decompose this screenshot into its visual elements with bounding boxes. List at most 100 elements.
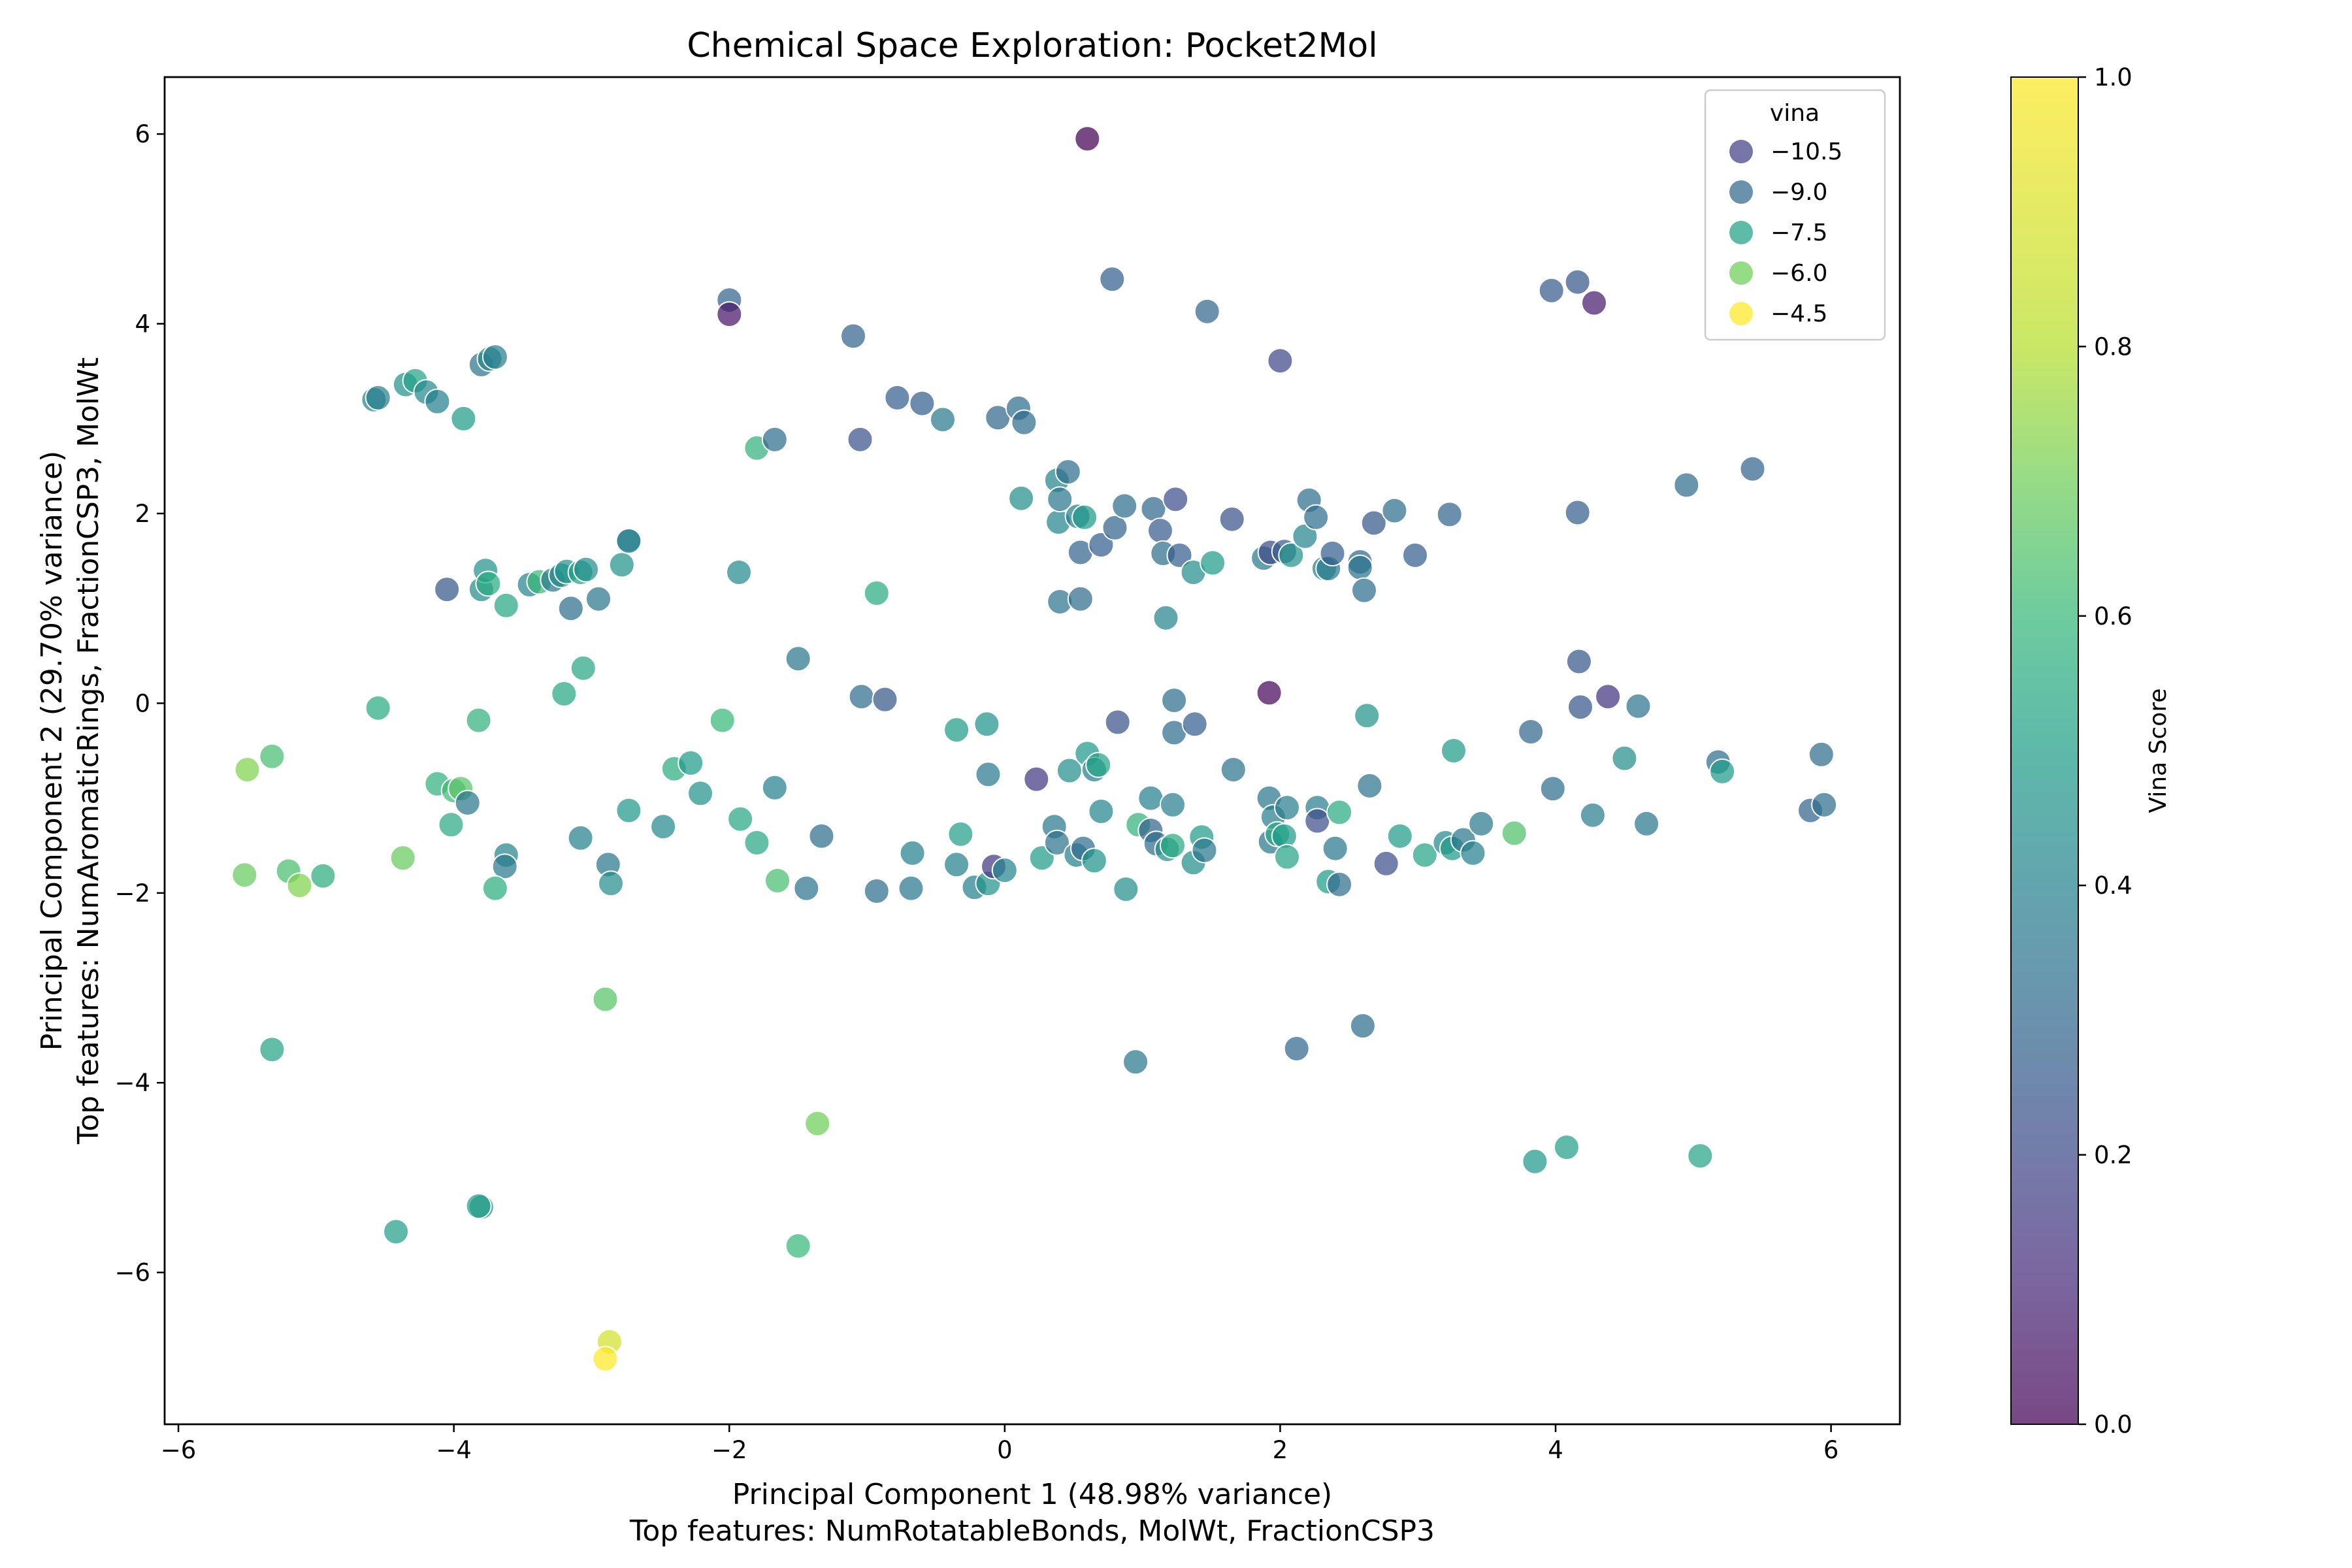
data-point — [785, 1233, 811, 1259]
data-point — [1043, 829, 1070, 856]
legend-marker — [1729, 180, 1753, 204]
data-point — [286, 872, 313, 899]
data-point — [1595, 683, 1622, 710]
data-point — [365, 384, 391, 411]
points-layer — [231, 125, 1838, 1372]
data-point — [1160, 791, 1186, 818]
data-point — [727, 806, 754, 832]
data-point — [1402, 542, 1428, 568]
data-point — [650, 813, 677, 840]
y-tick-label: −6 — [114, 1259, 150, 1287]
data-point — [1023, 766, 1050, 792]
colorbar-gradient — [2010, 76, 2079, 1425]
data-point — [557, 595, 584, 622]
data-point — [1687, 1143, 1714, 1169]
data-point — [1501, 820, 1527, 847]
y-tick-label: 0 — [135, 689, 150, 717]
data-point — [1564, 269, 1591, 295]
data-point — [975, 761, 1002, 788]
data-point — [598, 870, 624, 897]
data-point — [1565, 648, 1592, 675]
data-point — [551, 680, 578, 707]
data-point — [1709, 758, 1736, 785]
x-tick-label: −6 — [161, 1436, 197, 1464]
data-point — [1074, 125, 1101, 152]
colorbar-tick-label: 0.2 — [2094, 1141, 2132, 1169]
x-tick-label: 6 — [1823, 1436, 1839, 1464]
data-point — [884, 384, 911, 411]
x-axis-ticks: −6 −4 −2 0 2 4 6 — [161, 1424, 1839, 1464]
data-point — [1633, 810, 1660, 837]
data-point — [1102, 514, 1128, 541]
data-point — [1326, 871, 1353, 898]
y-axis-label: Principal Component 2 (29.70% variance) — [35, 451, 69, 1051]
data-point — [1319, 540, 1346, 566]
data-point — [1088, 798, 1115, 825]
data-point — [259, 1036, 286, 1063]
data-point — [1085, 751, 1112, 778]
data-point — [1071, 504, 1098, 531]
data-point — [1054, 459, 1081, 485]
data-point — [804, 1110, 831, 1137]
x-tick-label: −4 — [436, 1436, 472, 1464]
data-point — [1354, 702, 1380, 729]
data-point — [1811, 791, 1838, 818]
data-point — [1468, 810, 1495, 837]
data-point — [434, 576, 461, 603]
data-point — [1191, 837, 1218, 864]
data-point — [1673, 472, 1700, 498]
data-point — [1140, 495, 1167, 522]
data-point — [808, 823, 835, 849]
data-point — [1347, 554, 1373, 581]
data-point — [1047, 486, 1073, 513]
data-point — [1386, 823, 1413, 849]
colorbar: 0.0 0.2 0.4 0.6 0.8 1.0 Vina Score — [2010, 63, 2172, 1439]
data-point — [991, 857, 1018, 883]
data-point — [1304, 808, 1331, 834]
data-point — [585, 585, 612, 612]
data-point — [310, 862, 336, 889]
data-point — [454, 789, 481, 816]
data-point — [1104, 709, 1131, 736]
data-point — [1539, 776, 1566, 802]
data-point — [726, 559, 752, 585]
data-point — [1373, 850, 1399, 877]
data-point — [1067, 585, 1094, 612]
data-point — [1553, 1134, 1580, 1160]
data-point — [475, 570, 502, 597]
data-point — [234, 757, 261, 783]
y-tick-label: −2 — [114, 879, 150, 907]
data-point — [973, 711, 1000, 738]
data-point — [678, 749, 704, 776]
data-point — [1256, 679, 1282, 706]
data-point — [389, 845, 416, 872]
data-point — [424, 388, 451, 415]
x-tick-label: 2 — [1273, 1436, 1288, 1464]
legend-label: −10.5 — [1771, 139, 1842, 165]
data-point — [1113, 876, 1139, 902]
legend-marker — [1729, 221, 1753, 244]
data-point — [1283, 1036, 1310, 1062]
x-tick-label: 0 — [997, 1436, 1013, 1464]
data-point — [943, 851, 970, 878]
x-tick-label: 4 — [1548, 1436, 1563, 1464]
data-point — [1160, 832, 1186, 859]
y-tick-label: 4 — [135, 310, 150, 338]
data-point — [1088, 531, 1115, 558]
legend: vina −10.5 −9.0 −7.5 −6.0 −4.5 — [1704, 89, 1886, 341]
data-point — [1161, 687, 1188, 713]
y-tick-label: −4 — [114, 1069, 150, 1097]
data-point — [450, 405, 477, 432]
data-point — [1267, 348, 1294, 374]
data-point — [1218, 506, 1245, 532]
data-point — [898, 875, 924, 902]
data-point — [570, 655, 596, 681]
data-point — [1739, 455, 1766, 482]
data-point — [1166, 542, 1193, 568]
y-tick-label: 2 — [135, 500, 150, 528]
colorbar-tick-label: 1.0 — [2094, 63, 2132, 91]
data-point — [1564, 499, 1591, 526]
data-point — [872, 686, 898, 713]
data-point — [1349, 1013, 1376, 1039]
data-point — [930, 406, 956, 433]
